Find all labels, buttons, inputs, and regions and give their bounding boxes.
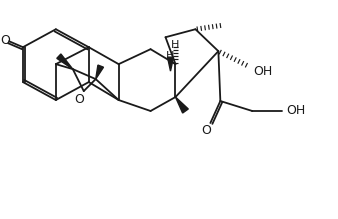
- Text: O: O: [201, 124, 211, 138]
- Text: OH: OH: [286, 104, 306, 118]
- Text: O: O: [0, 34, 10, 47]
- Text: OH: OH: [253, 65, 272, 78]
- Polygon shape: [168, 57, 173, 71]
- Text: H: H: [166, 51, 175, 61]
- Text: H: H: [171, 40, 180, 50]
- Polygon shape: [57, 54, 73, 69]
- Polygon shape: [175, 97, 188, 113]
- Polygon shape: [96, 65, 103, 79]
- Text: O: O: [74, 93, 84, 106]
